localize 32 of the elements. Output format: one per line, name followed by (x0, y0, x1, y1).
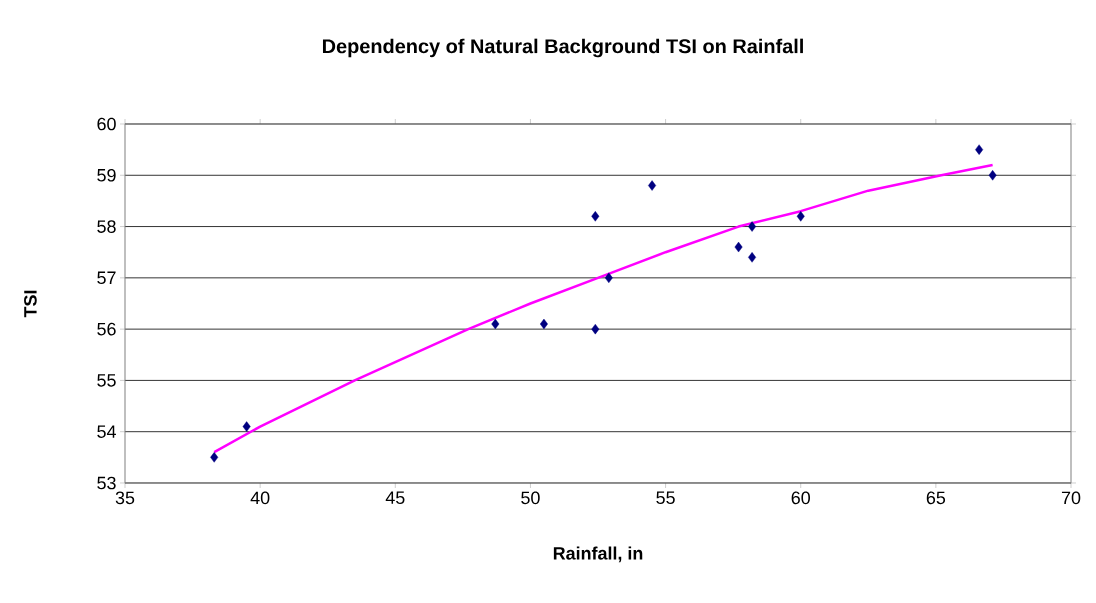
y-tick-label: 56 (97, 322, 116, 336)
point (734, 241, 743, 253)
point (591, 211, 600, 222)
y-tick-label: 58 (97, 220, 116, 233)
y-tick-label: 55 (97, 374, 116, 387)
x-tick-label: 50 (521, 491, 540, 505)
point (491, 318, 500, 330)
y-tick-label: 54 (97, 425, 116, 438)
x-tick-label: 35 (115, 491, 135, 505)
x-tick-label: 45 (385, 491, 405, 505)
x-tick-label: 60 (791, 491, 810, 505)
x-tick-label: 65 (926, 491, 946, 505)
point (648, 180, 657, 191)
x-tick-label: 55 (656, 491, 675, 505)
x-axis-title: Rainfall, in (553, 546, 643, 563)
point (988, 170, 997, 181)
x-tick-label: 70 (1061, 491, 1081, 505)
y-axis-title: TSI (24, 290, 37, 318)
point (975, 144, 984, 155)
y-tick-label: 60 (97, 117, 116, 131)
x-tick-label: 40 (250, 491, 270, 505)
point (242, 421, 251, 432)
y-tick-label: 53 (97, 476, 116, 490)
point (604, 272, 613, 284)
point (591, 323, 600, 335)
point (796, 211, 805, 222)
chart-title: Dependency of Natural Background TSI on Rainfall (322, 38, 803, 58)
point (748, 221, 757, 232)
point (748, 252, 757, 263)
y-tick-label: 57 (97, 271, 116, 285)
point (210, 452, 219, 463)
y-tick-label: 59 (97, 168, 116, 182)
